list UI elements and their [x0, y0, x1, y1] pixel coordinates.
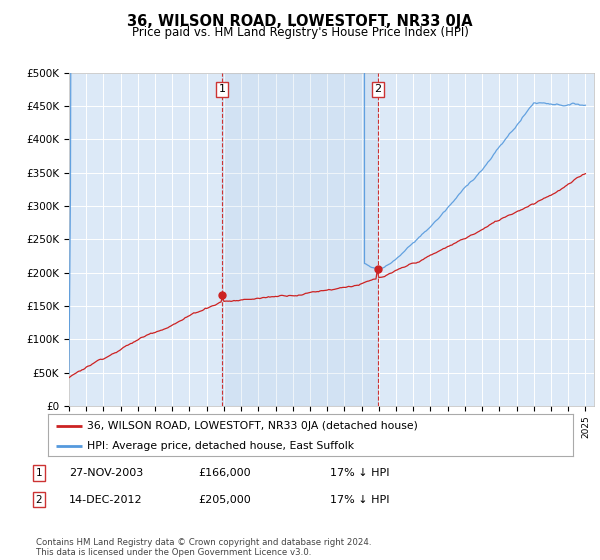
- Text: HPI: Average price, detached house, East Suffolk: HPI: Average price, detached house, East…: [88, 441, 355, 451]
- Text: 1: 1: [35, 468, 43, 478]
- Text: 1: 1: [218, 85, 226, 95]
- Text: 2: 2: [35, 494, 43, 505]
- Text: £205,000: £205,000: [198, 494, 251, 505]
- Text: Price paid vs. HM Land Registry's House Price Index (HPI): Price paid vs. HM Land Registry's House …: [131, 26, 469, 39]
- Bar: [222, 73, 378, 406]
- Text: Contains HM Land Registry data © Crown copyright and database right 2024.
This d: Contains HM Land Registry data © Crown c…: [36, 538, 371, 557]
- Text: 36, WILSON ROAD, LOWESTOFT, NR33 0JA: 36, WILSON ROAD, LOWESTOFT, NR33 0JA: [127, 14, 473, 29]
- Text: £166,000: £166,000: [198, 468, 251, 478]
- Text: 36, WILSON ROAD, LOWESTOFT, NR33 0JA (detached house): 36, WILSON ROAD, LOWESTOFT, NR33 0JA (de…: [88, 421, 418, 431]
- Text: 17% ↓ HPI: 17% ↓ HPI: [330, 494, 389, 505]
- Text: 27-NOV-2003: 27-NOV-2003: [69, 468, 143, 478]
- Text: 14-DEC-2012: 14-DEC-2012: [69, 494, 143, 505]
- Text: 17% ↓ HPI: 17% ↓ HPI: [330, 468, 389, 478]
- Text: 2: 2: [374, 85, 382, 95]
